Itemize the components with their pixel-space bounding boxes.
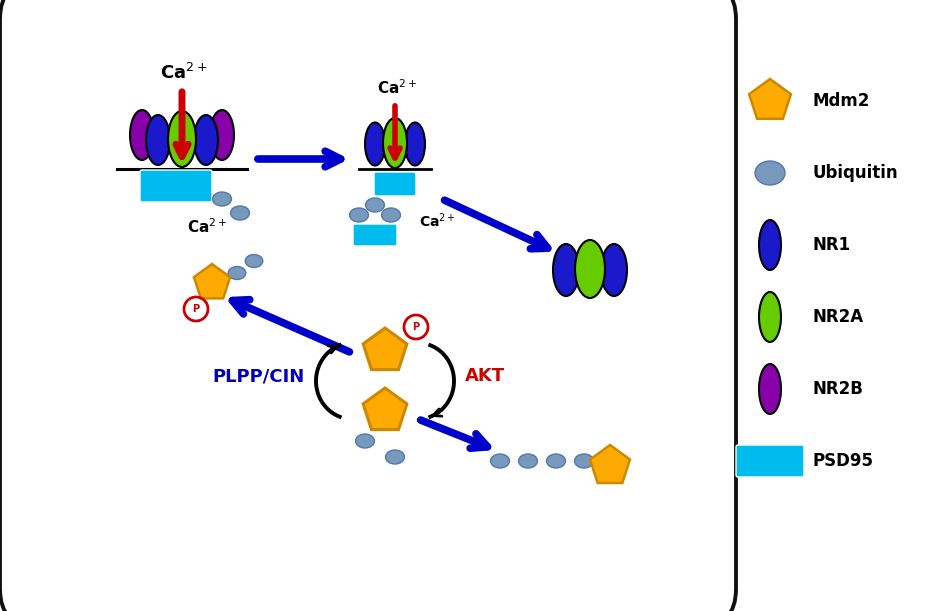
Ellipse shape [245,255,263,268]
Text: PLPP/CIN: PLPP/CIN [213,367,305,385]
Ellipse shape [231,206,250,220]
FancyBboxPatch shape [374,172,416,196]
Ellipse shape [386,450,405,464]
Ellipse shape [213,192,232,206]
Ellipse shape [383,118,407,168]
Text: PSD95: PSD95 [812,452,873,470]
Text: P: P [193,304,200,314]
Ellipse shape [350,208,369,222]
Ellipse shape [519,454,538,468]
FancyBboxPatch shape [736,445,804,477]
FancyBboxPatch shape [140,170,212,202]
Polygon shape [363,328,407,370]
Ellipse shape [382,208,401,222]
Text: NR2A: NR2A [812,308,864,326]
FancyBboxPatch shape [353,224,397,246]
Ellipse shape [490,454,509,468]
Text: Mdm2: Mdm2 [812,92,869,110]
Text: NR1: NR1 [812,236,850,254]
Text: Ca$^{2+}$: Ca$^{2+}$ [419,211,455,230]
Polygon shape [590,445,630,483]
Text: Ubiquitin: Ubiquitin [812,164,898,182]
Ellipse shape [759,364,781,414]
Ellipse shape [194,115,218,165]
Text: AKT: AKT [465,367,505,385]
Ellipse shape [405,122,425,166]
Ellipse shape [210,110,234,160]
Ellipse shape [130,110,154,160]
Polygon shape [194,264,230,298]
Ellipse shape [146,115,170,165]
Ellipse shape [759,220,781,270]
Ellipse shape [228,266,246,279]
Polygon shape [750,79,791,119]
Ellipse shape [601,244,627,296]
Text: Ca$^{2+}$: Ca$^{2+}$ [187,217,227,236]
Polygon shape [363,388,407,430]
Ellipse shape [575,454,594,468]
Ellipse shape [575,240,605,298]
Ellipse shape [365,122,385,166]
Ellipse shape [553,244,579,296]
Text: Ca$^{2+}$: Ca$^{2+}$ [161,63,208,83]
Ellipse shape [355,434,374,448]
Ellipse shape [168,111,196,167]
Ellipse shape [755,161,785,185]
Text: NR2B: NR2B [812,380,863,398]
Text: Ca$^{2+}$: Ca$^{2+}$ [377,78,417,97]
Text: P: P [412,322,420,332]
Ellipse shape [546,454,565,468]
FancyBboxPatch shape [0,0,736,611]
Ellipse shape [366,198,385,212]
Ellipse shape [759,292,781,342]
